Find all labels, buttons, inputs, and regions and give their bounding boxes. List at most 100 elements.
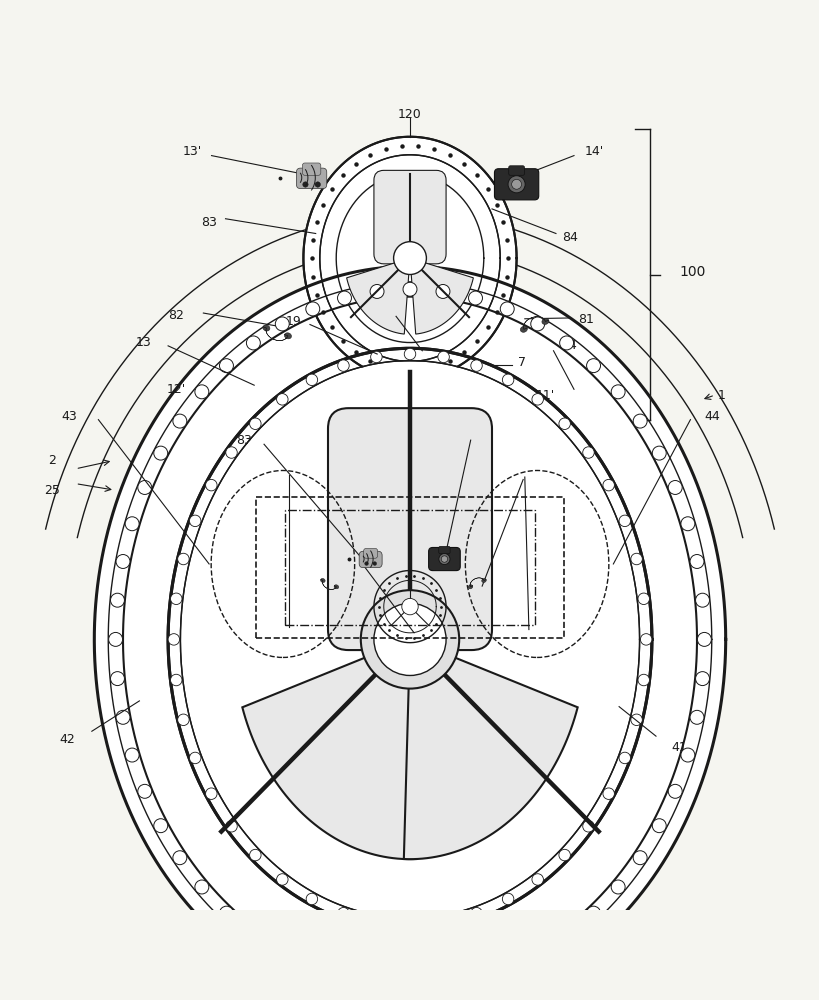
Text: 120: 120 [398,108,421,121]
Circle shape [111,672,124,686]
Text: 84: 84 [482,430,498,443]
Circle shape [559,336,572,350]
Circle shape [470,360,482,371]
Text: 12': 12' [166,383,186,396]
FancyBboxPatch shape [438,546,450,554]
Circle shape [586,359,600,373]
Circle shape [502,374,514,386]
Text: 83: 83 [236,434,252,447]
Text: 13': 13' [183,145,202,158]
Circle shape [532,874,543,885]
Circle shape [305,302,319,316]
Circle shape [559,929,572,943]
FancyBboxPatch shape [302,163,320,175]
Circle shape [219,359,233,373]
Circle shape [582,447,594,458]
Text: 11: 11 [531,471,547,484]
Circle shape [247,336,260,350]
Circle shape [689,710,703,724]
Circle shape [373,603,446,675]
Circle shape [276,394,287,405]
Circle shape [116,710,130,724]
Circle shape [438,553,450,565]
Circle shape [689,555,703,568]
Circle shape [138,481,152,494]
Circle shape [532,394,543,405]
Circle shape [404,348,415,360]
Circle shape [173,851,187,865]
Text: 12: 12 [252,469,269,482]
Text: 44: 44 [703,410,719,423]
Text: 42: 42 [59,733,75,746]
Polygon shape [320,578,338,589]
Bar [285,510,534,625]
Circle shape [468,291,482,305]
Circle shape [511,179,521,189]
Circle shape [437,916,449,928]
Text: 20: 20 [378,307,395,320]
Circle shape [696,632,711,646]
Text: 84: 84 [561,231,577,244]
Circle shape [403,282,417,296]
Circle shape [111,593,124,607]
Circle shape [680,517,694,531]
Circle shape [651,446,665,460]
Circle shape [530,948,544,962]
Circle shape [559,849,570,861]
FancyBboxPatch shape [373,170,446,264]
Ellipse shape [94,266,725,1000]
Text: 25: 25 [43,484,60,497]
Circle shape [125,748,139,762]
Circle shape [403,983,417,997]
FancyBboxPatch shape [296,168,326,189]
Circle shape [441,556,447,562]
Circle shape [206,479,217,491]
Circle shape [206,788,217,799]
Circle shape [154,819,168,833]
Circle shape [370,916,382,928]
Circle shape [178,553,189,565]
Circle shape [502,893,514,905]
Circle shape [116,555,130,568]
Circle shape [602,788,613,799]
Circle shape [302,182,308,187]
Circle shape [630,714,641,726]
Circle shape [500,302,514,316]
Text: 100: 100 [679,265,705,279]
Circle shape [695,672,708,686]
Circle shape [437,351,449,363]
Circle shape [373,562,376,565]
Text: 13: 13 [135,336,152,349]
Text: 14: 14 [561,339,577,352]
Bar [256,497,563,638]
Circle shape [468,974,482,988]
Polygon shape [263,325,291,341]
Circle shape [610,385,624,399]
Circle shape [225,821,237,832]
Circle shape [404,919,415,930]
Circle shape [275,317,289,331]
Circle shape [154,446,168,460]
Text: 1: 1 [717,389,725,402]
Circle shape [125,517,139,531]
Circle shape [276,874,287,885]
Circle shape [249,849,260,861]
Circle shape [632,414,646,428]
Circle shape [195,385,209,399]
Polygon shape [403,639,577,859]
Circle shape [249,418,260,429]
Circle shape [178,714,189,726]
Circle shape [401,598,418,615]
Circle shape [305,963,319,977]
FancyBboxPatch shape [364,548,377,558]
Circle shape [530,317,544,331]
Circle shape [436,980,450,994]
Circle shape [651,819,665,833]
FancyBboxPatch shape [494,169,538,200]
Circle shape [667,784,681,798]
Circle shape [630,553,641,565]
Circle shape [602,479,613,491]
Circle shape [500,963,514,977]
Circle shape [360,590,459,689]
Circle shape [508,176,524,193]
